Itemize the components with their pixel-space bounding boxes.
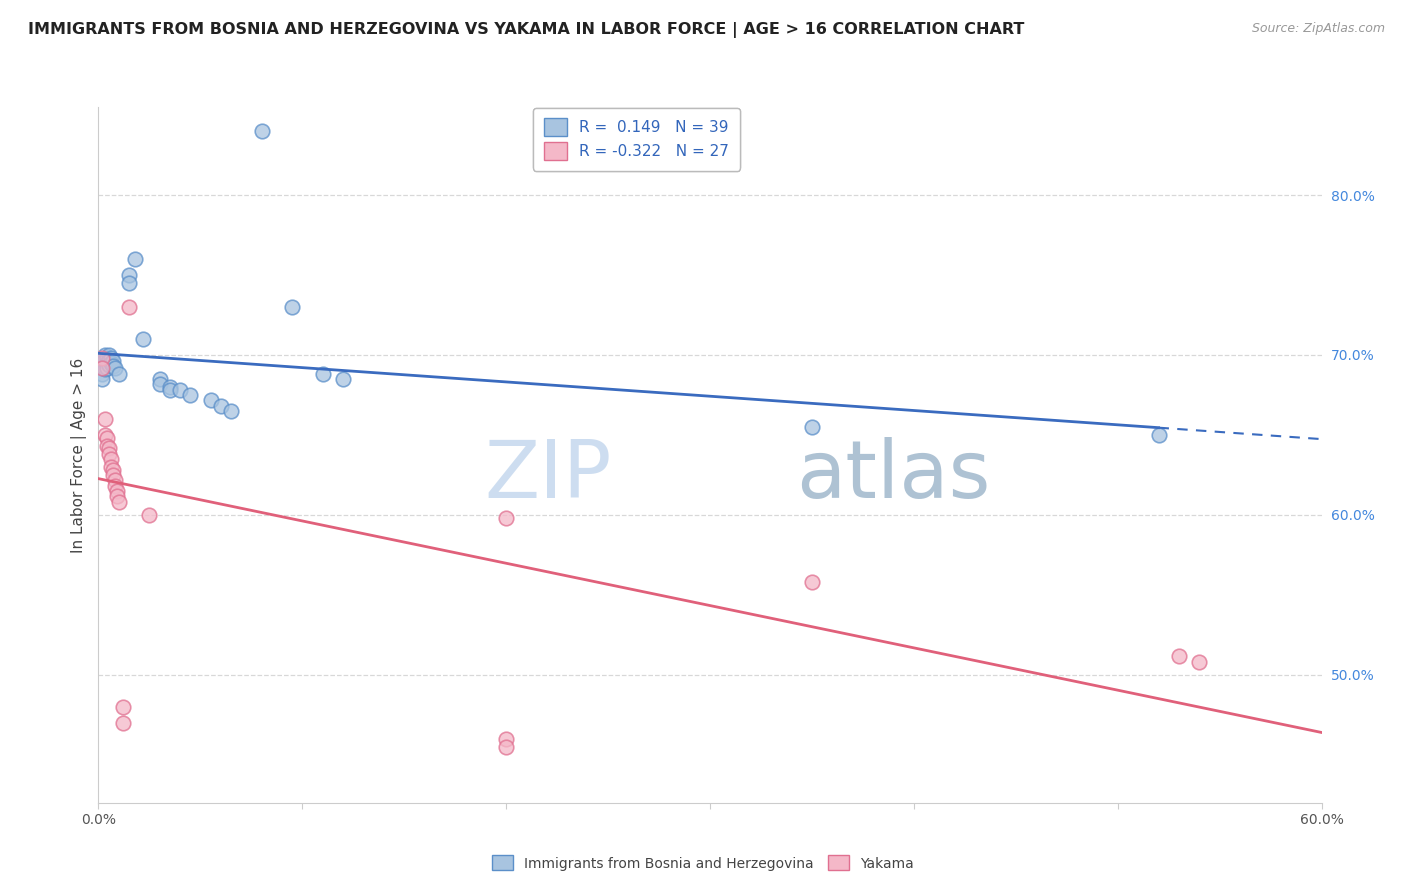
Point <box>801 420 824 434</box>
Point <box>97 441 120 455</box>
Point <box>124 252 146 266</box>
Point <box>138 508 160 522</box>
Point <box>801 575 824 590</box>
Point <box>1188 655 1211 669</box>
Point <box>97 352 120 367</box>
Legend: R =  0.149   N = 39, R = -0.322   N = 27: R = 0.149 N = 39, R = -0.322 N = 27 <box>533 108 740 170</box>
Point <box>101 354 124 368</box>
Point <box>149 372 172 386</box>
Point <box>96 431 118 445</box>
Point <box>91 360 114 375</box>
Point <box>93 358 115 372</box>
Point <box>91 360 114 375</box>
Point <box>281 300 304 314</box>
Point <box>1147 428 1170 442</box>
Point <box>332 372 354 386</box>
Point <box>105 489 128 503</box>
Point <box>91 372 114 386</box>
Point <box>97 358 120 372</box>
Point <box>100 356 122 370</box>
Point <box>495 511 517 525</box>
Point <box>96 439 118 453</box>
Point <box>96 351 118 366</box>
Point <box>111 699 134 714</box>
Point <box>91 356 114 370</box>
Point <box>159 380 181 394</box>
Point <box>108 367 131 381</box>
Text: ZIP: ZIP <box>485 437 612 515</box>
Point <box>104 479 127 493</box>
Point <box>93 348 115 362</box>
Text: atlas: atlas <box>796 437 990 515</box>
Point <box>118 268 141 282</box>
Point <box>91 367 114 381</box>
Point <box>101 467 124 482</box>
Point <box>111 715 134 730</box>
Point <box>495 739 517 754</box>
Point <box>118 276 141 290</box>
Point <box>219 404 242 418</box>
Point <box>108 495 131 509</box>
Y-axis label: In Labor Force | Age > 16: In Labor Force | Age > 16 <box>72 358 87 552</box>
Point <box>118 300 141 314</box>
Point <box>104 473 127 487</box>
Point <box>132 332 155 346</box>
Point <box>495 731 517 746</box>
Text: Source: ZipAtlas.com: Source: ZipAtlas.com <box>1251 22 1385 36</box>
Legend: Immigrants from Bosnia and Herzegovina, Yakama: Immigrants from Bosnia and Herzegovina, … <box>486 850 920 876</box>
Point <box>104 360 127 375</box>
Point <box>93 352 115 367</box>
Point <box>209 399 232 413</box>
Point <box>250 124 273 138</box>
Point <box>93 428 115 442</box>
Point <box>159 383 181 397</box>
Point <box>312 367 335 381</box>
Point <box>149 376 172 391</box>
Point <box>96 360 118 375</box>
Point <box>96 356 118 370</box>
Point <box>100 451 122 466</box>
Point <box>100 351 122 366</box>
Point <box>1167 648 1189 663</box>
Point <box>179 388 201 402</box>
Point <box>105 483 128 498</box>
Point <box>101 359 124 373</box>
Point <box>200 392 222 407</box>
Point <box>93 412 115 426</box>
Point <box>97 447 120 461</box>
Point <box>101 463 124 477</box>
Point <box>97 348 120 362</box>
Point <box>169 383 191 397</box>
Point <box>93 362 115 376</box>
Point <box>100 459 122 474</box>
Point <box>91 351 114 366</box>
Text: IMMIGRANTS FROM BOSNIA AND HERZEGOVINA VS YAKAMA IN LABOR FORCE | AGE > 16 CORRE: IMMIGRANTS FROM BOSNIA AND HERZEGOVINA V… <box>28 22 1025 38</box>
